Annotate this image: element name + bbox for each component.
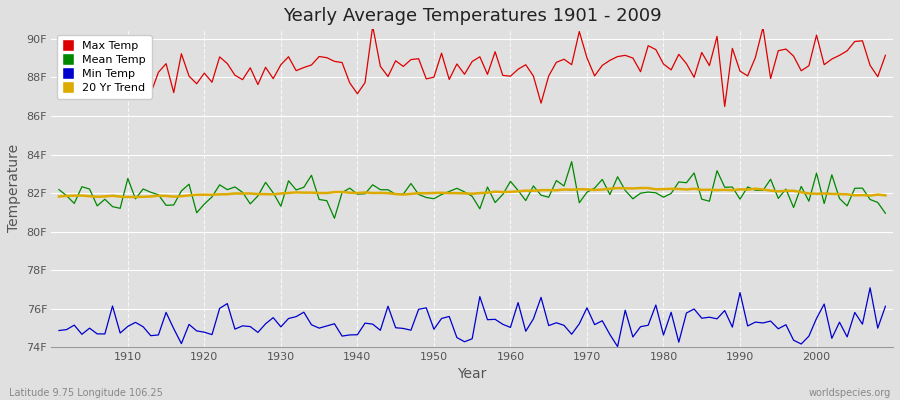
X-axis label: Year: Year <box>457 367 487 381</box>
Text: Latitude 9.75 Longitude 106.25: Latitude 9.75 Longitude 106.25 <box>9 388 163 398</box>
Title: Yearly Average Temperatures 1901 - 2009: Yearly Average Temperatures 1901 - 2009 <box>283 7 662 25</box>
Y-axis label: Temperature: Temperature <box>7 144 21 232</box>
Text: worldspecies.org: worldspecies.org <box>809 388 891 398</box>
Legend: Max Temp, Mean Temp, Min Temp, 20 Yr Trend: Max Temp, Mean Temp, Min Temp, 20 Yr Tre… <box>57 35 151 99</box>
